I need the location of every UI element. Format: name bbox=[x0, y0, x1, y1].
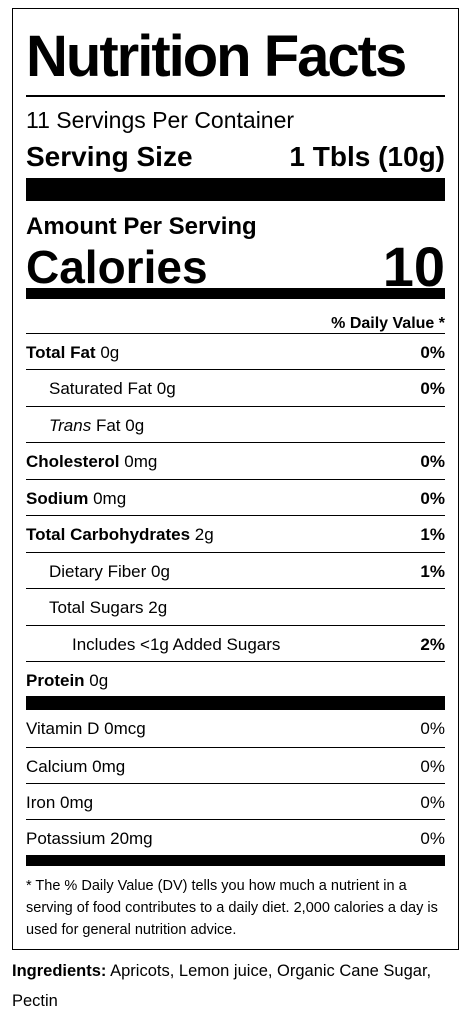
vitamin-row-potassium: Potassium 20mg 0% bbox=[26, 819, 445, 856]
footnote-divider bbox=[26, 855, 445, 866]
nutrient-row-total-carbohydrates: Total Carbohydrates 2g 1% bbox=[26, 515, 445, 552]
daily-value-footnote: * The % Daily Value (DV) tells you how m… bbox=[26, 878, 438, 938]
ingredients: Ingredients: Apricots, Lemon juice, Orga… bbox=[12, 956, 452, 1016]
label-title: Nutrition Facts bbox=[26, 24, 407, 89]
calories-label: Calories bbox=[26, 241, 208, 293]
nutrient-row-saturated-fat: Saturated Fat 0g 0% bbox=[26, 369, 445, 406]
vitamin-row-vitamin-d: Vitamin D 0mcg 0% bbox=[26, 719, 445, 738]
serving-size-label: Serving Size bbox=[26, 141, 193, 172]
nutrient-row-cholesterol: Cholesterol 0mg 0% bbox=[26, 442, 445, 479]
servings-per-container: 11 Servings Per Container bbox=[26, 107, 295, 133]
nutrient-row-sodium: Sodium 0mg 0% bbox=[26, 479, 445, 516]
nutrient-row-dietary-fiber: Dietary Fiber 0g 1% bbox=[26, 552, 445, 589]
vitamins-divider bbox=[26, 696, 445, 710]
nutrient-row-trans-fat: Trans Fat 0g bbox=[26, 406, 445, 443]
vitamin-row-calcium: Calcium 0mg 0% bbox=[26, 747, 445, 784]
serving-size-value: 1 Tbls (10g) bbox=[289, 141, 445, 172]
calories-value: 10 bbox=[382, 235, 445, 298]
daily-value-header: % Daily Value * bbox=[331, 315, 445, 332]
medium-divider bbox=[26, 288, 445, 299]
calories-row: Calories 10 bbox=[26, 231, 445, 303]
ingredients-label: Ingredients: bbox=[12, 962, 107, 980]
nutrition-facts-label: Nutrition Facts 11 Servings Per Containe… bbox=[12, 8, 459, 950]
nutrient-row-total-fat: Total Fat 0g 0% bbox=[26, 333, 445, 370]
ingredients-text: Apricots, Lemon juice, Organic Cane Suga… bbox=[12, 962, 432, 1010]
amount-per-serving: Amount Per Serving bbox=[26, 213, 257, 240]
nutrient-row-protein: Protein 0g bbox=[26, 661, 445, 698]
thick-divider bbox=[26, 178, 445, 201]
nutrient-row-total-sugars: Total Sugars 2g bbox=[26, 588, 445, 625]
title-divider bbox=[26, 95, 445, 97]
serving-size: Serving Size 1 Tbls (10g) bbox=[26, 137, 445, 177]
nutrient-row-added-sugars: Includes <1g Added Sugars 2% bbox=[26, 625, 445, 662]
vitamin-row-iron: Iron 0mg 0% bbox=[26, 783, 445, 820]
